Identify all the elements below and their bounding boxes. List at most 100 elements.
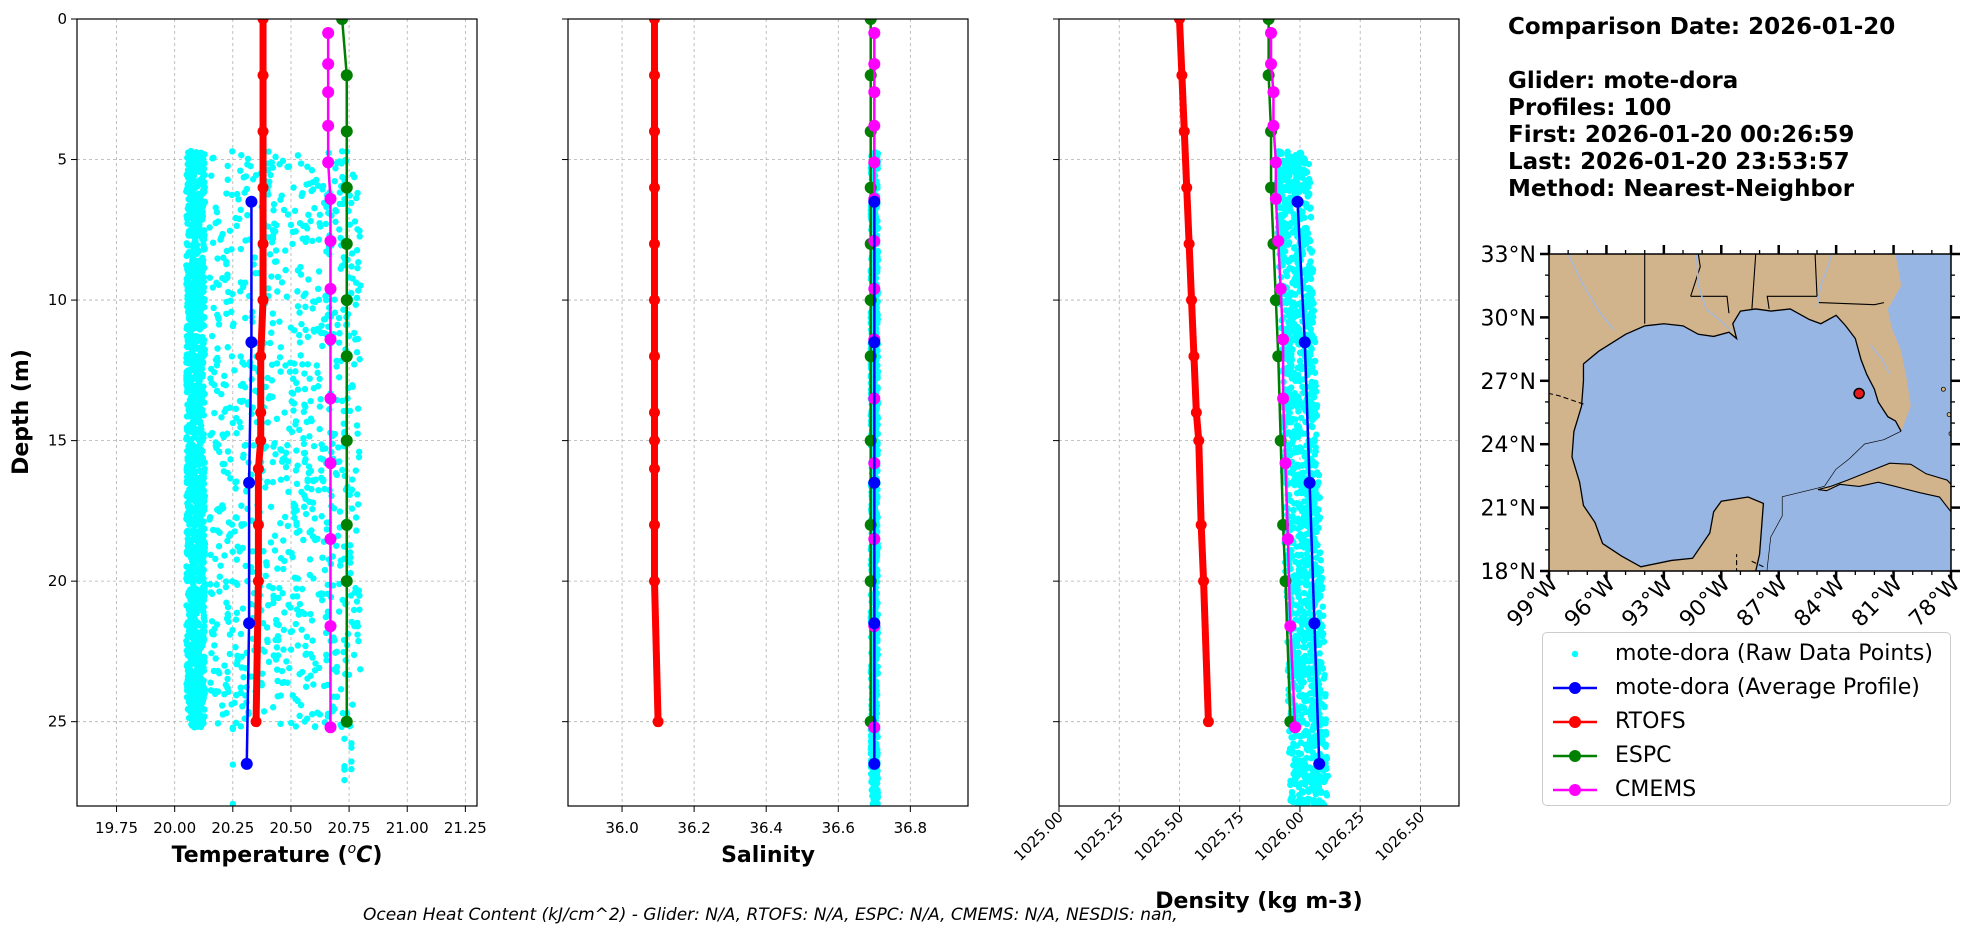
raw-point <box>302 683 310 690</box>
raw-point <box>349 476 356 483</box>
raw-point <box>239 283 247 291</box>
raw-point <box>307 650 314 658</box>
raw-point <box>229 578 236 585</box>
raw-point <box>206 274 214 281</box>
raw-point <box>1284 176 1291 183</box>
raw-point <box>337 557 344 564</box>
raw-point <box>1295 552 1302 559</box>
raw-point <box>348 765 355 773</box>
raw-point <box>1313 402 1321 409</box>
raw-point <box>298 585 306 593</box>
raw-point <box>188 212 195 220</box>
raw-point <box>1305 284 1312 292</box>
raw-point <box>269 478 277 486</box>
raw-point <box>1311 715 1318 722</box>
raw-point <box>292 723 300 730</box>
raw-point <box>347 554 354 561</box>
series-point-rtofs <box>257 125 269 137</box>
raw-point <box>229 761 237 768</box>
raw-point <box>191 498 199 505</box>
raw-point <box>200 614 208 622</box>
raw-point <box>284 458 292 465</box>
x-axis: 19.75 20.00 20.25 20.50 20.75 21.00 21.25 <box>95 806 487 837</box>
raw-point <box>262 484 269 491</box>
raw-point <box>1300 535 1307 543</box>
raw-point <box>194 556 201 563</box>
raw-point <box>1308 247 1316 255</box>
island <box>1940 386 1946 392</box>
series-avg <box>1291 195 1326 770</box>
raw-point <box>331 296 338 303</box>
x-tick-label: 36.2 <box>677 819 710 837</box>
raw-point <box>187 147 195 155</box>
raw-point <box>273 644 281 651</box>
raw-point <box>1285 429 1292 436</box>
raw-point <box>317 396 324 403</box>
raw-point <box>296 339 304 346</box>
series-point-rtofs <box>1176 69 1188 81</box>
series-point-espc <box>340 715 353 728</box>
raw-point <box>340 261 347 269</box>
raw-point <box>305 211 312 219</box>
raw-point <box>1289 464 1297 472</box>
raw-point <box>313 362 320 369</box>
raw-point <box>332 470 340 477</box>
series-point-cmems <box>1269 192 1282 205</box>
raw-point <box>217 236 224 243</box>
raw-point <box>284 442 291 449</box>
raw-point <box>201 304 208 311</box>
raw-point <box>348 505 356 512</box>
raw-point <box>244 211 251 219</box>
raw-point <box>259 670 266 677</box>
raw-point <box>1316 641 1323 649</box>
raw-point <box>356 592 363 599</box>
raw-point <box>274 565 281 572</box>
raw-point <box>306 180 313 187</box>
raw-point <box>214 255 221 262</box>
grid-lines <box>568 18 968 806</box>
raw-point <box>275 621 282 629</box>
density-panel: 1025.00 1025.25 1025.50 1025.75 1026.00 1026.… <box>1010 18 1460 914</box>
series-point-avg <box>243 476 256 489</box>
raw-point <box>224 684 231 692</box>
raw-point <box>1297 739 1305 746</box>
raw-point <box>1302 238 1309 245</box>
raw-point <box>354 619 361 627</box>
raw-point <box>1291 268 1299 275</box>
raw-point <box>348 740 355 747</box>
raw-point <box>185 606 193 613</box>
x-axis-label: Temperature (oC) <box>172 841 383 868</box>
raw-point <box>1291 658 1299 666</box>
raw-point <box>301 401 308 408</box>
raw-point <box>268 361 276 368</box>
raw-point <box>186 568 193 575</box>
raw-point <box>183 473 191 481</box>
raw-point <box>1304 602 1311 610</box>
raw-point <box>198 446 205 454</box>
raw-point <box>306 433 313 440</box>
raw-point <box>306 571 314 579</box>
raw-point <box>1313 788 1320 795</box>
raw-point <box>1319 729 1326 736</box>
raw-point <box>353 598 361 605</box>
raw-point <box>274 677 281 685</box>
series-point-rtofs <box>255 435 267 447</box>
raw-point <box>1308 667 1315 675</box>
raw-point <box>346 192 353 199</box>
raw-point <box>299 361 306 368</box>
raw-point <box>213 362 221 369</box>
series-point-avg <box>868 476 881 489</box>
raw-point <box>1294 706 1302 714</box>
series-point-cmems <box>324 282 337 295</box>
raw-point <box>1302 450 1309 457</box>
raw-point <box>1296 566 1303 574</box>
raw-point <box>1286 203 1293 211</box>
raw-point <box>1291 214 1298 222</box>
raw-point <box>307 397 314 405</box>
raw-point <box>1289 346 1296 353</box>
raw-point <box>211 690 219 698</box>
raw-point <box>273 360 281 367</box>
raw-point <box>1289 279 1296 287</box>
raw-point <box>277 720 284 728</box>
raw-point <box>1292 159 1299 166</box>
